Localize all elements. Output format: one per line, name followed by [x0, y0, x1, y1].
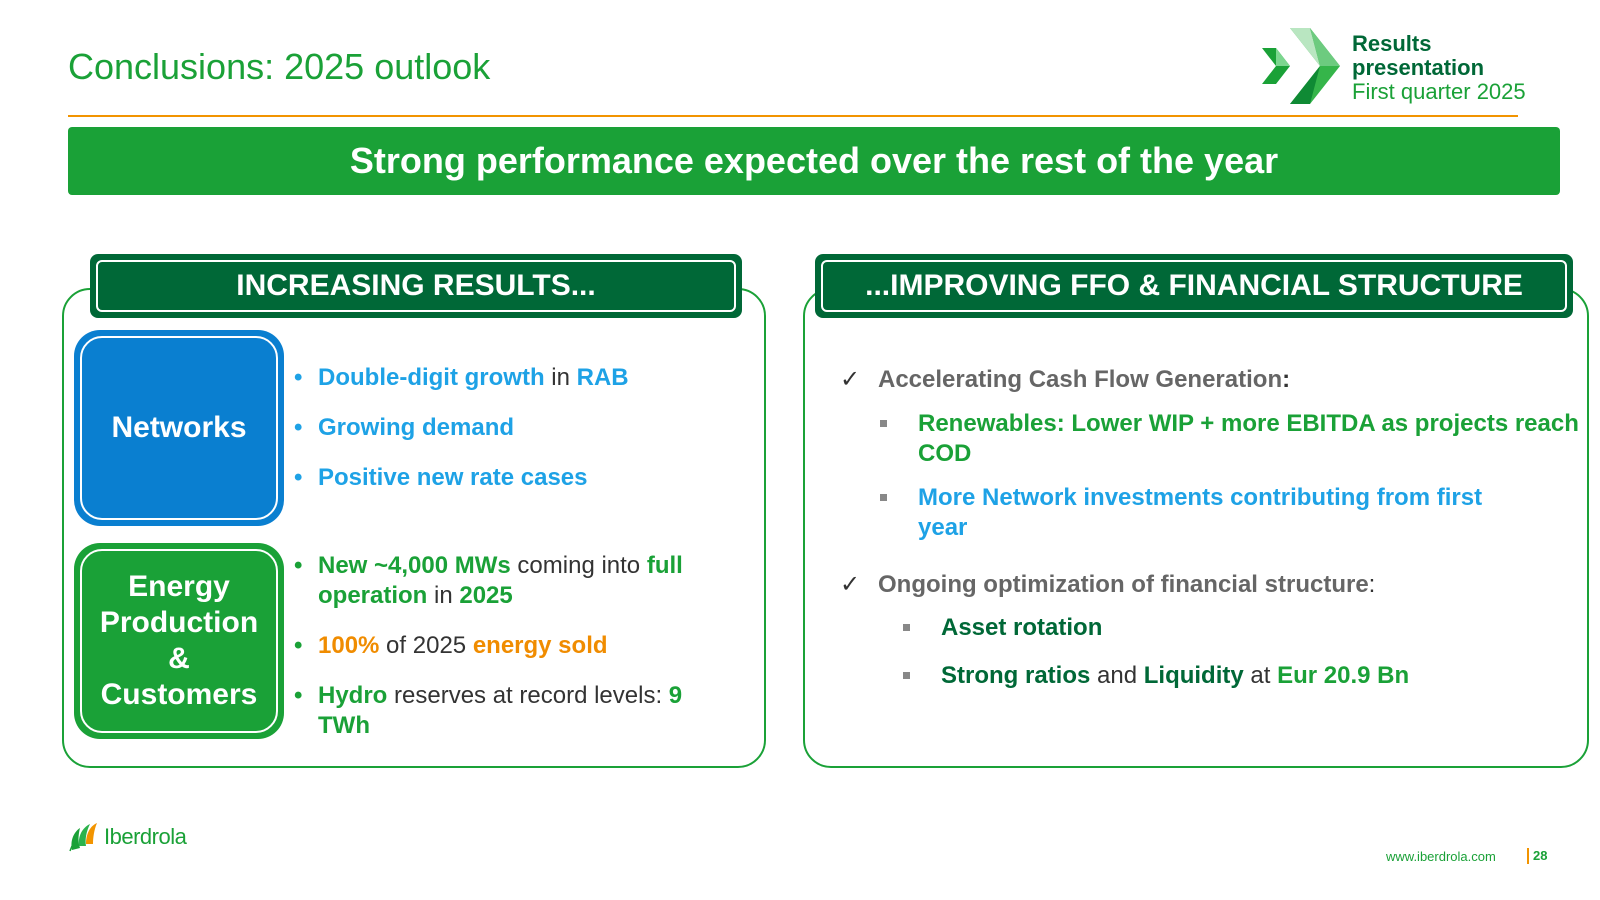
bullet-text: 2025 [459, 582, 513, 609]
check-icon: ✓ [840, 571, 861, 598]
bullet-text: 100% [318, 632, 380, 659]
square-bullet-icon [880, 494, 887, 501]
energy-label-line: Energy [128, 570, 230, 603]
checklist-text: : [1368, 571, 1376, 598]
bullet-text: in [544, 364, 577, 391]
footer-logo-text: Iberdrola [104, 824, 187, 849]
sub-text: Asset rotation [941, 614, 1103, 641]
networks-box: Networks [74, 330, 284, 526]
bullet-text: New ~4,000 MWs [318, 552, 511, 579]
checklist-text: Accelerating Cash Flow Generation [878, 366, 1283, 393]
sub-list-item: Asset rotation [903, 613, 1581, 643]
bullet-icon: • [294, 464, 303, 491]
square-bullet-icon [903, 672, 910, 679]
footer-url[interactable]: www.iberdrola.com [1386, 849, 1496, 864]
bullet-text: in [427, 582, 460, 609]
improving-ffo-panel [803, 288, 1589, 768]
square-bullet-icon [880, 420, 887, 427]
bullet-icon: • [294, 552, 303, 579]
energy-bullet-list: • New ~4,000 MWs coming into full operat… [294, 551, 734, 761]
iberdrola-leaf-icon [69, 823, 97, 852]
brand-line-3: First quarter 2025 [1352, 79, 1526, 104]
checklist-text: : [1282, 366, 1291, 393]
check-icon: ✓ [840, 366, 861, 393]
bullet-text: Growing demand [318, 414, 515, 441]
checklist-item: ✓ Accelerating Cash Flow Generation: [840, 365, 1290, 395]
bullet-text: of 2025 [379, 632, 473, 659]
sub-text: at [1243, 662, 1278, 689]
bullet-icon: • [294, 632, 303, 659]
bullet-icon: • [294, 682, 303, 709]
page-title: Conclusions: 2025 outlook [68, 46, 491, 87]
list-item: • Hydro reserves at record levels: 9 TWh [294, 681, 734, 741]
increasing-results-tab: INCREASING RESULTS... [90, 254, 742, 318]
bullet-icon: • [294, 414, 303, 441]
list-item: • Growing demand [294, 413, 734, 443]
bullet-text: Double-digit growth [318, 364, 545, 391]
energy-label-line: Customers [100, 678, 258, 711]
networks-bullet-list: • Double-digit growth in RAB • Growing d… [294, 363, 734, 513]
sub-list-item: Strong ratios and Liquidity at Eur 20.9 … [903, 661, 1581, 691]
page-number: 28 [1533, 848, 1548, 863]
energy-production-label: Energy Production & Customers [80, 549, 278, 733]
improving-ffo-tab: ...IMPROVING FFO & FINANCIAL STRUCTURE [815, 254, 1573, 318]
bullet-text: Positive new rate cases [318, 464, 588, 491]
checklist-text: Ongoing optimization of financial struct… [878, 571, 1369, 598]
energy-production-box: Energy Production & Customers [74, 543, 284, 739]
bullet-text: RAB [576, 364, 629, 391]
increasing-results-heading: INCREASING RESULTS... [96, 260, 736, 312]
improving-ffo-heading: ...IMPROVING FFO & FINANCIAL STRUCTURE [821, 260, 1567, 312]
energy-label-line: & [168, 642, 190, 675]
brand-text: Results presentation First quarter 2025 [1352, 32, 1526, 104]
list-item: • Positive new rate cases [294, 463, 734, 493]
brand-line-1: Results [1352, 31, 1432, 56]
bullet-text: full operation [318, 552, 683, 609]
bullet-text: coming into [510, 552, 647, 579]
networks-label: Networks [80, 336, 278, 520]
list-item: • New ~4,000 MWs coming into full operat… [294, 551, 734, 611]
sub-text: More Network investments contributing fr… [918, 484, 1483, 541]
brand-line-2: presentation [1352, 55, 1485, 80]
headline-banner: Strong performance expected over the res… [68, 127, 1560, 195]
bullet-text: energy sold [472, 632, 608, 659]
list-item: • 100% of 2025 energy sold [294, 631, 734, 661]
footer-separator [1527, 848, 1529, 864]
header-divider [68, 115, 1518, 117]
bullet-text: Hydro [318, 682, 388, 709]
sub-list-item: Renewables: Lower WIP + more EBITDA as p… [880, 409, 1598, 469]
energy-label-line: Production [99, 606, 259, 639]
list-item: • Double-digit growth in RAB [294, 363, 734, 393]
bullet-icon: • [294, 364, 303, 391]
checklist-item: ✓ Ongoing optimization of financial stru… [840, 570, 1375, 600]
sub-text: and [1090, 662, 1144, 689]
sub-text: Renewables: Lower WIP + more EBITDA as p… [918, 410, 1579, 467]
sub-list-item: More Network investments contributing fr… [880, 483, 1528, 543]
sub-text: Strong ratios [941, 662, 1091, 689]
sub-text: Liquidity [1143, 662, 1244, 689]
bullet-text: 9 TWh [318, 682, 683, 739]
results-chevron-logo [1262, 28, 1340, 104]
sub-text: Eur 20.9 Bn [1277, 662, 1410, 689]
bullet-text: reserves at record levels: [387, 682, 669, 709]
square-bullet-icon [903, 624, 910, 631]
